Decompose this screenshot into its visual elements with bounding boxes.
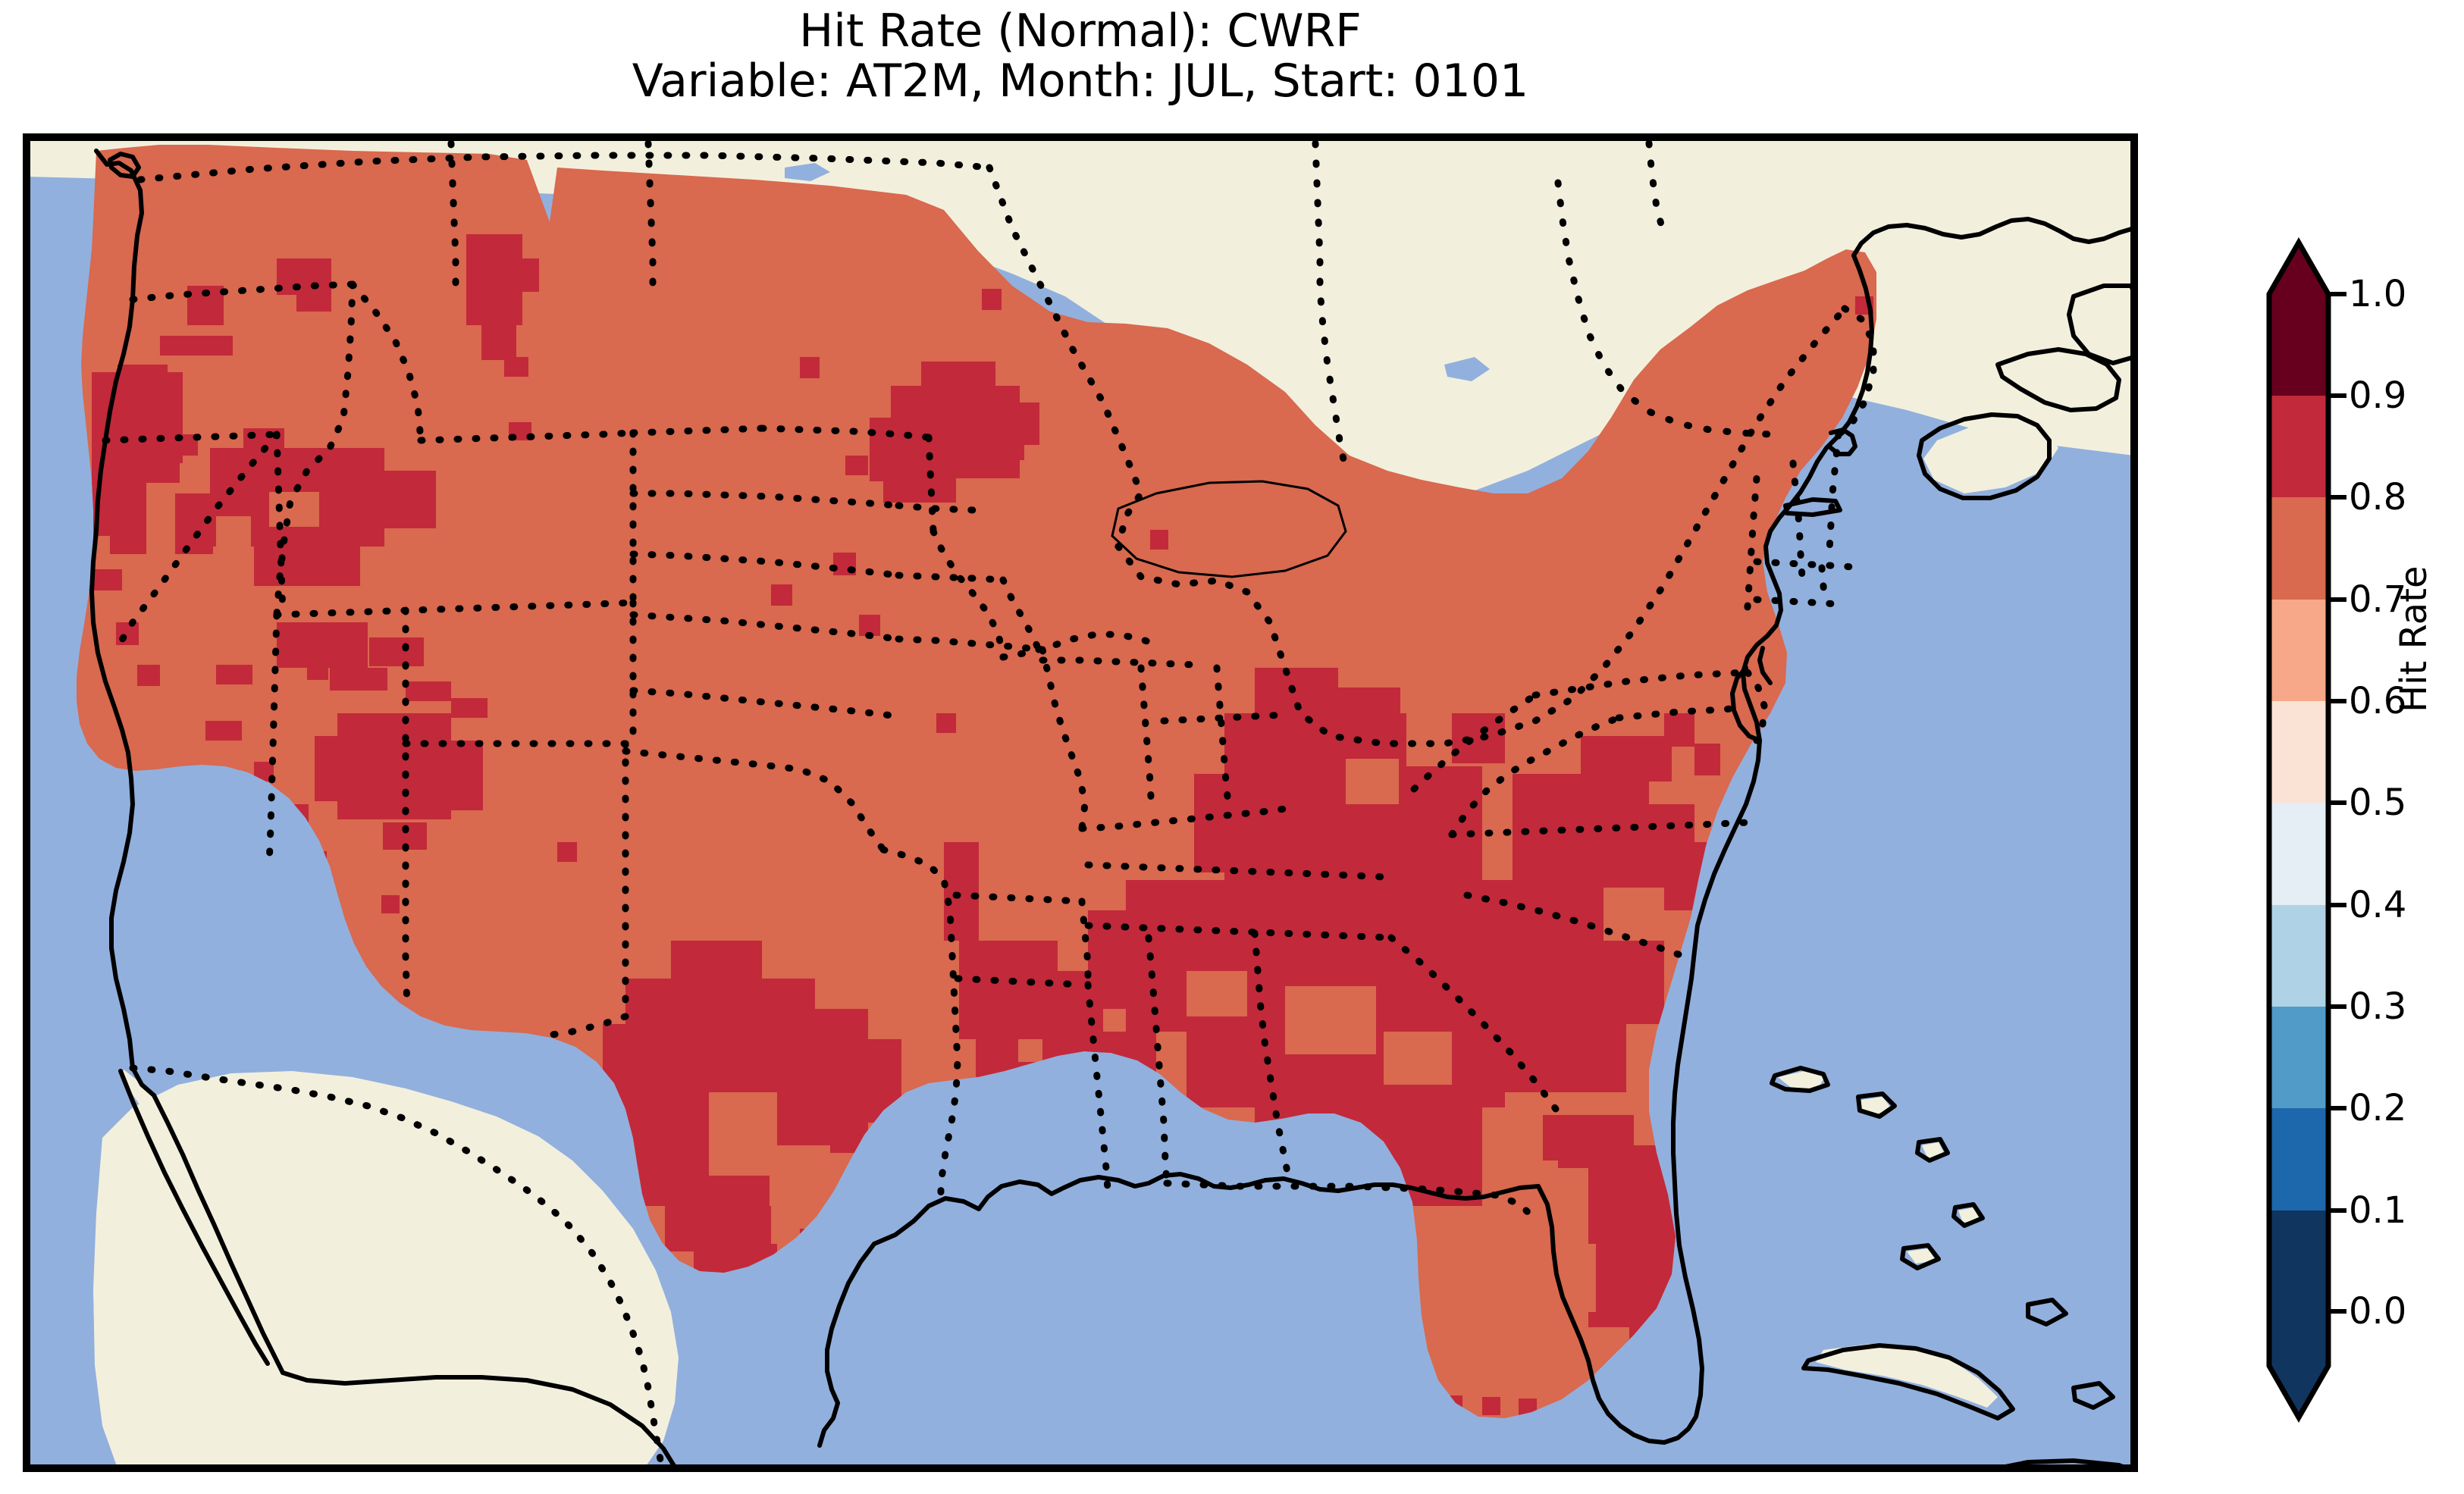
colorbar-ticks — [2328, 292, 2346, 1314]
colorbar-axis-label: Hit Rate — [2393, 565, 2435, 713]
title-line-2: Variable: AT2M, Month: JUL, Start: 0101 — [632, 55, 1529, 108]
land-nodata-layer — [27, 137, 2134, 1468]
cbar-tick-0.6: 0.6 — [2349, 680, 2407, 722]
map-plot-area — [23, 133, 2138, 1472]
cbar-tick-0.8: 0.8 — [2349, 476, 2407, 518]
cbar-tick-1.0: 1.0 — [2349, 273, 2407, 315]
title-line-1: Hit Rate (Normal): CWRF — [799, 5, 1362, 58]
cbar-tick-0.7: 0.7 — [2349, 578, 2407, 621]
cbar-band-0.6-0.7 — [2269, 600, 2328, 701]
colorbar-tick-labels: 1.0 0.9 0.8 0.7 0.6 0.5 0.4 0.3 0.2 0.1 … — [2349, 243, 2455, 1417]
map-svg — [27, 137, 2134, 1468]
cbar-band-0.5-0.6 — [2269, 701, 2328, 803]
canada-border-layer — [447, 139, 1774, 475]
cbar-band-0.8-0.9 — [2269, 396, 2328, 497]
lake-outline-layer — [1111, 480, 1347, 578]
colorbar — [2266, 236, 2346, 1424]
cbar-tick-0.3: 0.3 — [2349, 985, 2407, 1028]
cbar-band-0.4-0.5 — [2269, 803, 2328, 905]
cbar-band-0.1-0.2 — [2269, 1108, 2328, 1211]
cbar-tick-0.9: 0.9 — [2349, 374, 2407, 417]
colorbar-svg — [2266, 236, 2346, 1424]
cbar-band-0.3-0.4 — [2269, 905, 2328, 1007]
page-title: Hit Rate (Normal): CWRF Variable: AT2M, … — [0, 6, 2161, 106]
cbar-band-0.2-0.3 — [2269, 1007, 2328, 1108]
colorbar-bands — [2269, 243, 2328, 1417]
cbar-tick-0.1: 0.1 — [2349, 1189, 2407, 1232]
cbar-band-0.7-0.8 — [2269, 497, 2328, 600]
cbar-band-over — [2269, 243, 2328, 396]
cbar-tick-0.2: 0.2 — [2349, 1087, 2407, 1129]
cbar-tick-0.0: 0.0 — [2349, 1290, 2407, 1333]
cbar-tick-0.5: 0.5 — [2349, 781, 2407, 824]
colorbar-axis-label-wrap: Hit Rate — [2393, 565, 2464, 910]
cbar-tick-0.4: 0.4 — [2349, 884, 2407, 926]
state-border-layer — [102, 152, 1877, 1468]
